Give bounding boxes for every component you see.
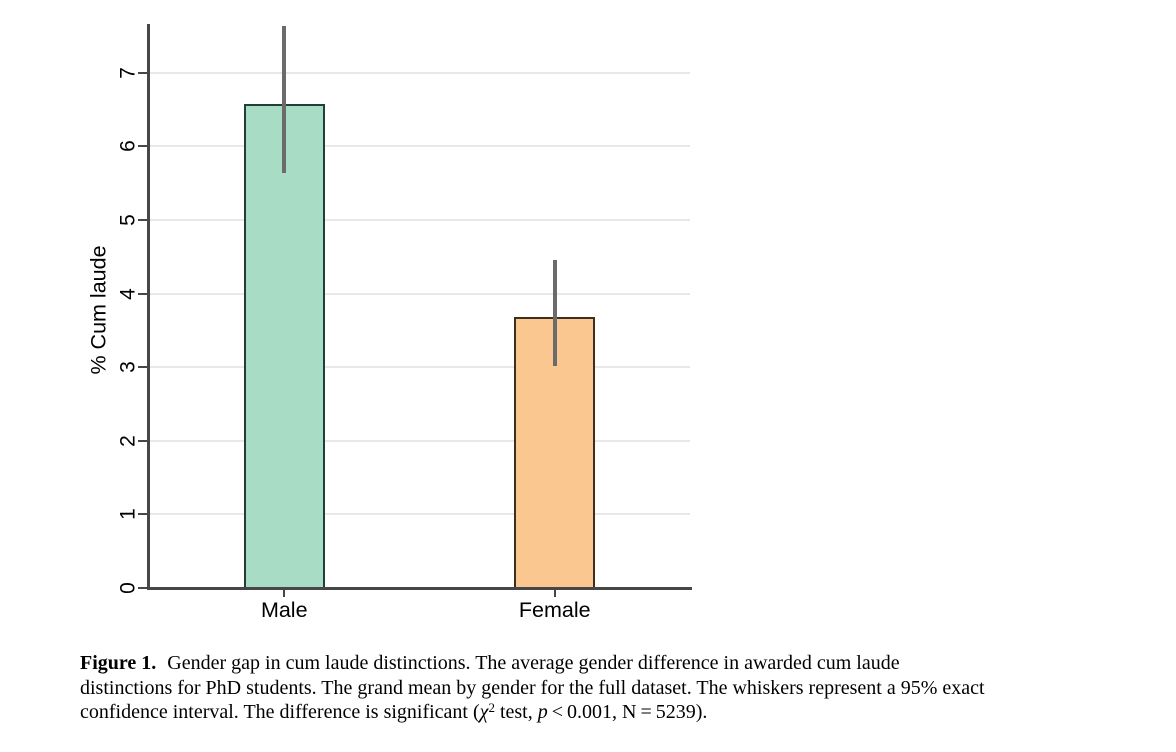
y-tick-label-5: 5 <box>116 214 140 226</box>
y-tick-label-3: 3 <box>116 361 140 374</box>
y-tick-mark-2 <box>138 439 149 442</box>
x-tick-mark-male <box>283 588 286 597</box>
y-tick-label-4: 4 <box>116 287 140 300</box>
bar-chart: 0 1 2 3 4 5 6 7 Male Female % Cum laude <box>86 24 692 622</box>
y-tick-label-1: 1 <box>116 508 140 521</box>
ci-whisker-male <box>282 25 287 173</box>
gridline-2 <box>149 439 690 442</box>
figure-label: Figure 1. <box>80 652 157 674</box>
caption-text-1: Gender gap in cum laude distinctions. Th… <box>167 652 900 674</box>
gridline-1 <box>149 513 690 516</box>
y-tick-mark-3 <box>138 366 149 369</box>
y-tick-mark-0 <box>138 587 149 589</box>
y-axis-title: % Cum laude <box>86 245 111 375</box>
caption-text-3a: confidence interval. The difference is s… <box>80 701 480 724</box>
y-tick-mark-6 <box>138 145 149 148</box>
y-tick-mark-1 <box>138 513 149 516</box>
x-axis-line <box>147 586 692 590</box>
y-tick-mark-5 <box>138 219 149 222</box>
y-tick-mark-7 <box>138 71 149 74</box>
gridline-7 <box>149 71 690 74</box>
bar-male <box>243 104 325 589</box>
y-tick-label-2: 2 <box>116 434 140 447</box>
y-tick-label-7: 7 <box>116 66 140 79</box>
figure-caption: Figure 1. Gender gap in cum laude distinc… <box>80 651 1140 727</box>
caption-line-3: confidence interval. The difference is s… <box>80 700 1140 727</box>
x-category-label-female: Female <box>518 598 591 622</box>
y-axis-line <box>147 24 150 589</box>
y-tick-mark-4 <box>138 292 149 295</box>
chi-squared-symbol: χ <box>479 701 489 724</box>
x-tick-mark-female <box>553 588 556 597</box>
caption-line-2: distinctions for PhD students. The grand… <box>80 676 985 699</box>
chi-squared-superscript: 2 <box>488 700 495 716</box>
ci-whisker-female <box>552 259 557 367</box>
gridline-3 <box>149 366 690 369</box>
y-tick-label-6: 6 <box>116 140 140 153</box>
y-tick-label-0: 0 <box>116 582 140 594</box>
x-category-label-male: Male <box>260 598 308 622</box>
gridline-6 <box>149 145 690 148</box>
gridline-5 <box>149 219 690 222</box>
gridline-4 <box>149 292 690 295</box>
caption-text-3c: < 0.001, N = 5239). <box>547 701 708 724</box>
caption-text-3b: test, <box>494 701 538 724</box>
p-value-symbol: p <box>537 701 548 724</box>
caption-line-1: Figure 1. Gender gap in cum laude distinc… <box>80 651 1140 676</box>
